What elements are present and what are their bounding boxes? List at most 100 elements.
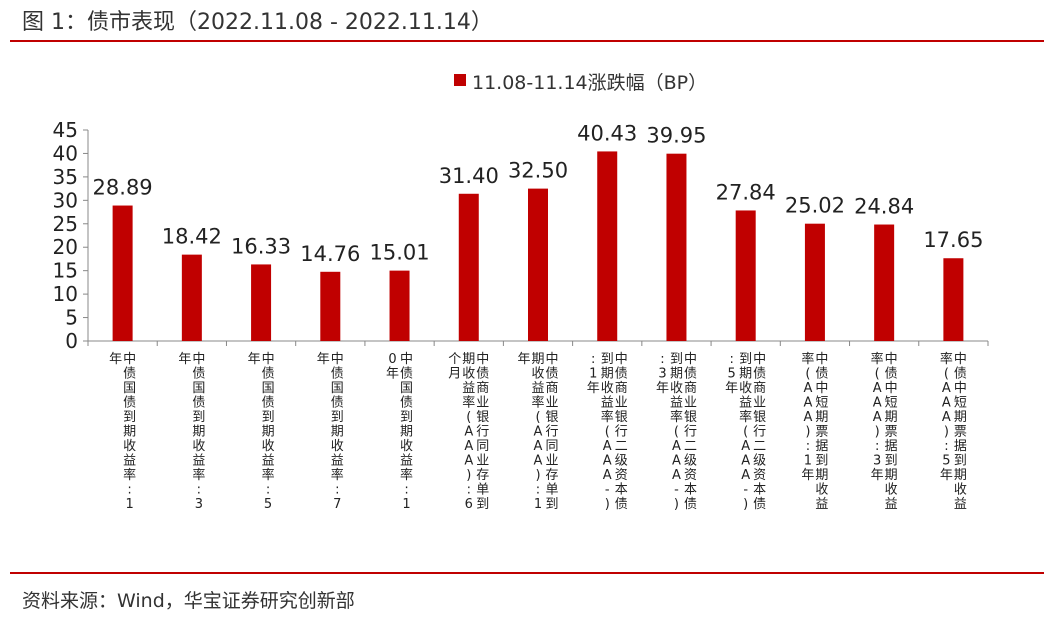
category-label-glyph: 期 [815, 468, 828, 483]
category-label-glyph: ) [535, 468, 540, 483]
category-label-glyph: 票 [954, 425, 967, 440]
category-label-glyph: 期 [531, 352, 544, 367]
category-label-glyph: 中 [885, 381, 898, 396]
category-label-glyph: 二 [753, 439, 766, 454]
category-label-glyph: 5 [264, 497, 272, 512]
category-label-glyph: 到 [954, 454, 967, 469]
category-label-glyph: 到 [545, 497, 558, 512]
category-label-glyph: 年 [317, 352, 330, 367]
category-label-glyph: 率 [940, 351, 953, 367]
category-label-glyph: 级 [753, 454, 766, 469]
category-label-glyph: 中 [262, 352, 275, 367]
category-label-glyph: 资 [753, 468, 766, 483]
category-label-glyph: 收 [885, 483, 898, 498]
category-label-glyph: ) [743, 497, 748, 512]
category-label-glyph: 年 [517, 352, 530, 367]
category-label-glyph: 收 [331, 439, 344, 454]
category-label-glyph: 债 [545, 367, 558, 382]
bar-value-label: 32.50 [508, 159, 568, 183]
bar-value-label: 25.02 [785, 194, 845, 218]
category-label-glyph: A [803, 381, 812, 396]
category-label-glyph: A [942, 410, 951, 425]
category-label-glyph: 债 [684, 367, 697, 382]
category-label-glyph: 存 [476, 468, 489, 483]
category-label-glyph: 率 [670, 409, 683, 425]
category-label-glyph: 中 [192, 352, 205, 367]
y-tick-label: 15 [53, 259, 78, 283]
category-label-glyph: 中 [954, 381, 967, 396]
category-label-glyph: 行 [753, 425, 766, 440]
category-label-glyph: 中 [123, 352, 136, 367]
category-label-glyph: 年 [248, 352, 261, 367]
category-label-glyph: 到 [123, 410, 136, 425]
category-label-glyph: 率 [871, 351, 884, 367]
category-label-glyph: 3 [873, 454, 881, 469]
category-label-glyph: 期 [123, 425, 136, 440]
category-label-glyph: 国 [400, 381, 413, 396]
category-label-glyph: 中 [885, 352, 898, 367]
category-label-glyph: 益 [192, 454, 205, 469]
category-label-glyph: 债 [192, 367, 205, 382]
category-label-glyph: : [467, 483, 471, 498]
category-label-glyph: 益 [954, 497, 967, 512]
category-label-glyph: A [741, 439, 750, 454]
bar-value-label: 15.01 [369, 241, 429, 265]
category-label-glyph: A [534, 454, 543, 469]
category-label-glyph: 期 [885, 410, 898, 425]
category-label-glyph: 银 [476, 410, 489, 425]
category-label-glyph: A [534, 439, 543, 454]
category-label-glyph: 率 [801, 351, 814, 367]
category-label-glyph: 债 [262, 367, 275, 382]
category-label-glyph: 率 [531, 395, 544, 411]
category-label-glyph: 益 [885, 497, 898, 512]
category-label-glyph: 债 [954, 367, 967, 382]
bar-value-label: 28.89 [93, 176, 153, 200]
y-tick-label: 45 [53, 118, 78, 142]
category-label-glyph: 1 [804, 454, 812, 469]
bar [735, 210, 756, 341]
category-label-glyph: 债 [400, 367, 413, 382]
category-label-glyph: ( [466, 410, 471, 425]
category-label-glyph: : [266, 483, 270, 498]
category-label-glyph: 国 [123, 381, 136, 396]
category-label-glyph: 益 [601, 396, 614, 411]
bar [804, 223, 825, 341]
category-label-glyph: 年 [871, 468, 884, 483]
category-label-glyph: 收 [400, 439, 413, 454]
data-labels: 28.89 18.42 16.33 14.76 15.01 31.40 32.50 40.43… [93, 121, 984, 265]
category-label-glyph: : [729, 352, 733, 367]
category-label-glyph: A [803, 410, 812, 425]
category-label-glyph: 6 [465, 497, 473, 512]
y-tick-label: 5 [65, 306, 78, 330]
category-label-glyph: 1 [402, 497, 410, 512]
category-label-glyph: 率 [331, 467, 344, 483]
category-label-glyph: 业 [545, 454, 558, 469]
bottom-rule [10, 572, 1044, 574]
category-label-glyph: ) [875, 425, 880, 440]
category-label-glyph: 益 [815, 497, 828, 512]
bar [181, 254, 202, 341]
category-label-glyph: 债 [192, 396, 205, 411]
category-label-glyph: 国 [192, 381, 205, 396]
category-label-glyph: 益 [331, 454, 344, 469]
category-label-glyph: A [942, 381, 951, 396]
category-label-glyph: ) [944, 425, 949, 440]
category-label-glyph: 二 [684, 439, 697, 454]
category-label-glyph: 收 [262, 439, 275, 454]
bar-value-label: 40.43 [577, 121, 637, 145]
category-label-glyph: 率 [262, 467, 275, 483]
category-label-glyph: 到 [601, 352, 614, 367]
category-label-glyph: 债 [476, 367, 489, 382]
category-label-glyph: : [806, 439, 810, 454]
y-tick-label: 0 [65, 329, 78, 353]
category-label-glyph: 收 [192, 439, 205, 454]
category-label-glyph: 收 [739, 381, 752, 396]
category-label-glyph: 票 [815, 425, 828, 440]
category-label-glyph: 债 [400, 396, 413, 411]
y-tick-label: 30 [53, 188, 78, 212]
y-tick-label: 35 [53, 165, 78, 189]
category-label-glyph: 票 [885, 425, 898, 440]
category-label-glyph: 中 [476, 352, 489, 367]
category-label-glyph: 到 [262, 410, 275, 425]
